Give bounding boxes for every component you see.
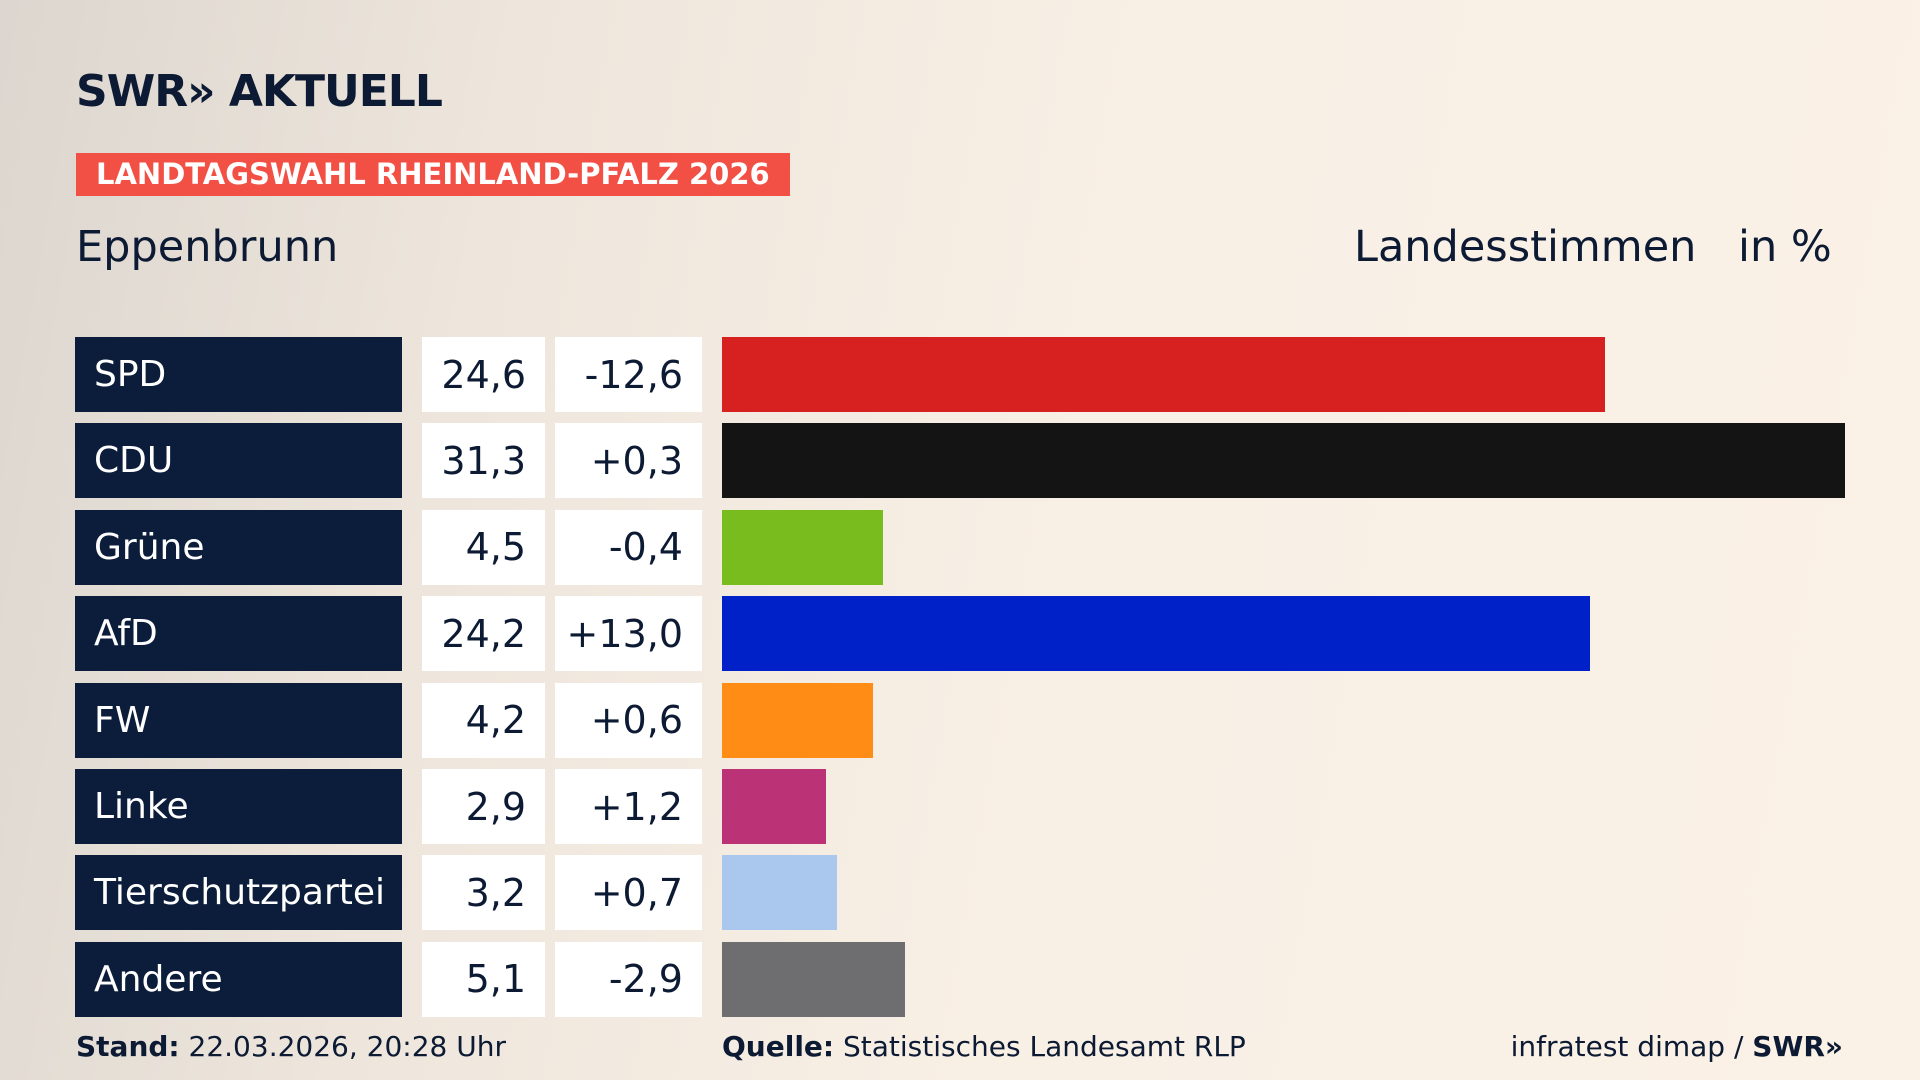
brand-logo: SWR» AKTUELL <box>76 66 443 117</box>
value-label: 24,6 <box>422 337 545 412</box>
source: Quelle: Statistisches Landesamt RLP <box>722 1030 1246 1063</box>
bar <box>722 769 827 844</box>
value-label: 24,2 <box>422 596 545 672</box>
change-label: +0,6 <box>555 682 702 758</box>
party-name: Tierschutzpartei <box>75 855 402 931</box>
change-label: +1,2 <box>555 769 702 844</box>
measure: Landesstimmen <box>1354 222 1697 272</box>
change-label: -12,6 <box>555 337 702 412</box>
bar <box>722 509 884 585</box>
bar <box>722 855 837 931</box>
source-label: Quelle: <box>722 1030 835 1063</box>
bar <box>722 337 1605 412</box>
credit-text: infratest dimap / <box>1510 1030 1753 1063</box>
unit: in % <box>1738 222 1832 272</box>
value-label: 31,3 <box>422 423 545 499</box>
party-name: CDU <box>75 423 402 499</box>
change-label: +13,0 <box>555 596 702 672</box>
party-name: SPD <box>75 337 402 412</box>
stand-label: Stand: <box>76 1030 180 1063</box>
stand-date: 22.03.2026, 20:28 Uhr <box>188 1030 506 1063</box>
party-name: Andere <box>75 941 402 1017</box>
party-name: FW <box>75 682 402 758</box>
value-label: 2,9 <box>422 769 545 844</box>
value-label: 3,2 <box>422 855 545 931</box>
value-label: 4,5 <box>422 509 545 585</box>
source-text: Statistisches Landesamt RLP <box>843 1030 1246 1063</box>
party-name: Grüne <box>75 509 402 585</box>
value-label: 4,2 <box>422 682 545 758</box>
stand: Stand: 22.03.2026, 20:28 Uhr <box>76 1030 506 1063</box>
bar <box>722 682 873 758</box>
change-label: -2,9 <box>555 941 702 1017</box>
change-label: -0,4 <box>555 509 702 585</box>
party-name: Linke <box>75 769 402 844</box>
bar <box>722 941 905 1017</box>
party-name: AfD <box>75 596 402 672</box>
change-label: +0,7 <box>555 855 702 931</box>
credit-brand: SWR» <box>1752 1030 1843 1063</box>
credit: infratest dimap / SWR» <box>1511 1030 1843 1063</box>
bar <box>722 596 1591 672</box>
value-label: 5,1 <box>422 941 545 1017</box>
location: Eppenbrunn <box>76 222 339 272</box>
bar <box>722 423 1845 499</box>
change-label: +0,3 <box>555 423 702 499</box>
banner: LANDTAGSWAHL RHEINLAND-PFALZ 2026 <box>76 153 790 196</box>
